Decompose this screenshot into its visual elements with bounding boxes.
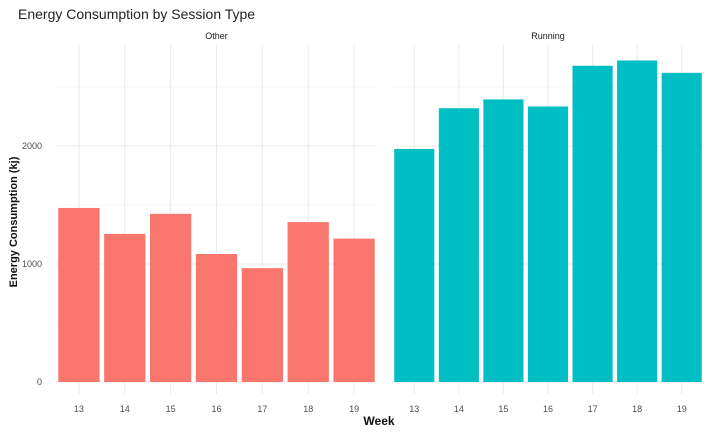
x-tick-label: 19: [349, 404, 359, 414]
x-tick-label: 14: [120, 404, 130, 414]
chart-title: Energy Consumption by Session Type: [18, 6, 255, 22]
bar-running-week-14: [438, 108, 479, 383]
x-tick-label: 17: [588, 404, 598, 414]
x-tick-label: 15: [498, 404, 508, 414]
facet-strip-label: Other: [205, 31, 228, 41]
x-tick-label: 18: [632, 404, 642, 414]
x-tick-label: 13: [74, 404, 84, 414]
bar-running-week-19: [661, 72, 702, 382]
facet-strip-label: Running: [531, 31, 565, 41]
bar-running-week-15: [483, 99, 524, 382]
bar-other-week-13: [58, 207, 100, 382]
bar-other-week-18: [287, 222, 329, 382]
x-tick-label: 16: [543, 404, 553, 414]
bar-other-week-19: [333, 238, 375, 382]
x-tick-label: 14: [454, 404, 464, 414]
x-tick-label: 13: [409, 404, 419, 414]
x-tick-label: 17: [257, 404, 267, 414]
x-axis-label: Week: [363, 414, 394, 428]
y-tick-label: 1000: [22, 259, 42, 269]
bar-other-week-15: [150, 213, 192, 382]
y-axis-label: Energy Consumption (kj): [8, 156, 20, 287]
bar-other-week-17: [241, 268, 283, 382]
bar-other-week-14: [104, 233, 146, 382]
y-tick-label: 0: [37, 377, 42, 387]
x-tick-label: 16: [211, 404, 221, 414]
x-tick-label: 18: [303, 404, 313, 414]
bar-running-week-16: [527, 106, 569, 382]
y-tick-label: 2000: [22, 141, 42, 151]
x-tick-label: 15: [166, 404, 176, 414]
bar-running-week-18: [617, 60, 658, 382]
facet-panel-other: Other 13 14 15 16 17 18 19: [56, 31, 377, 414]
x-tick-label: 19: [677, 404, 687, 414]
bar-other-week-16: [195, 253, 238, 382]
bar-running-week-13: [394, 148, 435, 382]
facet-panel-running: Running 13 14 15 16 17 18 19: [392, 31, 704, 414]
bar-running-week-17: [572, 65, 613, 382]
